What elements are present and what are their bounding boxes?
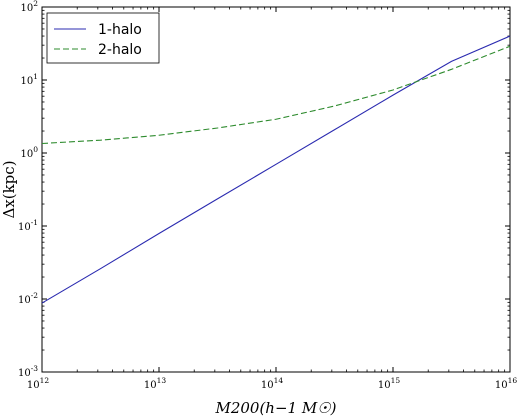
- legend-box: [46, 12, 160, 64]
- x-tick-label: 1012: [27, 376, 50, 391]
- series-line-1-halo: [41, 35, 511, 304]
- y-tick-label: 101: [20, 72, 38, 87]
- x-tick-label: 1016: [495, 376, 518, 391]
- x-tick-label: 1014: [261, 376, 284, 391]
- x-tick-label: 1015: [378, 376, 401, 391]
- x-axis-label: M200(h−1 M☉): [214, 399, 336, 417]
- legend-label-1-halo: 1-halo: [98, 22, 142, 38]
- y-tick-label: 10-2: [18, 291, 38, 306]
- y-tick-label: 10-1: [18, 218, 38, 233]
- legend: 1-halo 2-halo: [46, 12, 160, 64]
- legend-label-2-halo: 2-halo: [98, 42, 142, 58]
- y-axis-label: Δx(kpc): [0, 160, 18, 218]
- series-layer: [41, 35, 511, 304]
- y-tick-label: 10-3: [18, 364, 38, 379]
- ticks-layer: 1012 1013 1014 1015 1016 10-3 10-2 10-1 100 101 10…: [18, 0, 517, 391]
- y-tick-label: 102: [20, 0, 38, 14]
- series-line-2-halo: [41, 45, 511, 145]
- y-tick-label: 100: [20, 145, 38, 160]
- x-tick-label: 1013: [144, 376, 167, 391]
